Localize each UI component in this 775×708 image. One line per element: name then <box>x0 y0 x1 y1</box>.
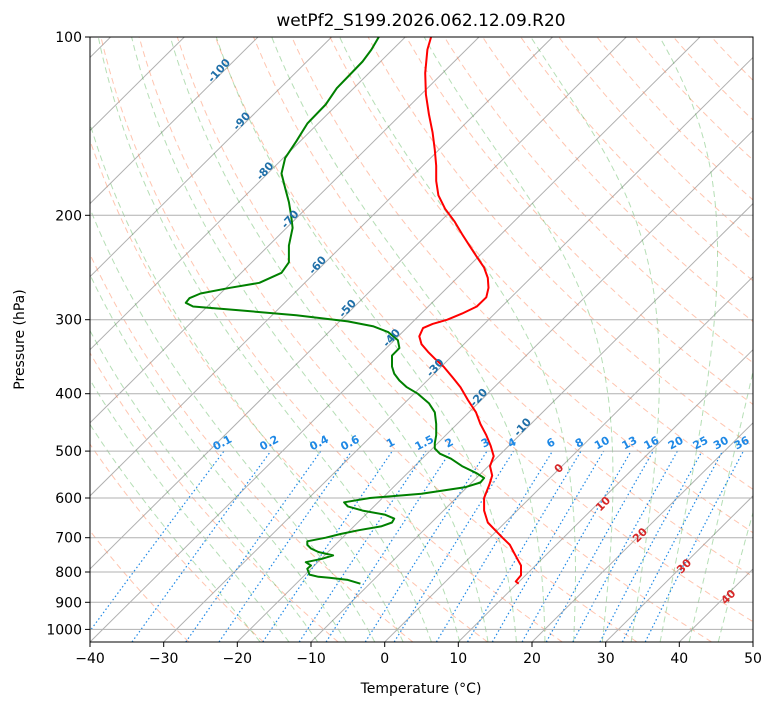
y-tick-label: 400 <box>55 387 82 403</box>
plot-area-background <box>90 37 753 642</box>
mixing-ratio-label: 25 <box>691 434 711 453</box>
isotherm-line <box>90 37 259 205</box>
dry-adiabat-line <box>405 37 753 405</box>
x-tick-label: −30 <box>149 651 179 667</box>
moist-adiabat-line <box>97 37 432 642</box>
dry-adiabat-line <box>90 443 264 642</box>
mixing-ratio-label: 10 <box>592 434 612 453</box>
mixing-ratio-line <box>491 450 605 642</box>
mixing-ratio-line <box>185 450 322 642</box>
y-tick-label: 300 <box>55 313 82 329</box>
mixing-ratio-label: 13 <box>620 434 640 453</box>
mixing-ratio-line <box>298 450 427 642</box>
isotherm-line <box>384 275 753 642</box>
mixing-ratio-label: 20 <box>666 434 686 453</box>
mixing-ratio-line <box>90 450 225 632</box>
isotherm-line <box>310 202 753 642</box>
dry-adiabat-line <box>215 37 753 623</box>
dewpoint-profile-line <box>184 37 486 585</box>
moist-adiabat-line <box>659 37 718 642</box>
pressure-gridlines <box>90 37 753 630</box>
chart-title: wetPf2_S199.2026.062.12.09.R20 <box>276 11 565 31</box>
x-tick-label: 30 <box>597 651 615 667</box>
moist-adiabat-line <box>271 37 546 642</box>
y-tick-label: 200 <box>55 208 82 224</box>
x-tick-label: −20 <box>223 651 253 667</box>
moist-adiabat-line <box>423 37 614 642</box>
x-tick-label: −10 <box>296 651 326 667</box>
mixing-ratio-line <box>599 450 703 642</box>
moist-adiabat-line <box>90 273 347 642</box>
y-tick-label: 700 <box>55 531 82 547</box>
mixing-ratio-line <box>131 450 272 642</box>
y-tick-label: 100 <box>55 30 82 46</box>
x-tick-label: 50 <box>744 651 762 667</box>
isotherm-line <box>90 37 627 570</box>
y-tick-label: 900 <box>55 595 82 611</box>
dry-adiabat-line <box>367 37 753 448</box>
moist-adiabat-line <box>339 37 576 642</box>
moist-adiabat-line <box>530 37 660 642</box>
y-tick-label: 600 <box>55 491 82 507</box>
moist-adiabat-line <box>90 207 376 642</box>
moist-adiabat-line <box>90 423 261 642</box>
moist-adiabat-line <box>169 37 489 642</box>
temperature-profile-line <box>418 37 522 585</box>
isotherm-line <box>90 37 553 497</box>
moist-adiabat-line <box>215 37 517 642</box>
mixing-ratio-line <box>435 450 554 642</box>
moist-adiabat-line <box>90 378 290 642</box>
x-tick-label: 40 <box>670 651 688 667</box>
isotherm-line <box>605 495 753 642</box>
isotherm-line <box>90 37 406 351</box>
y-tick-label: 500 <box>55 444 82 460</box>
isotherm-line <box>90 37 332 278</box>
y-tick-label: 800 <box>55 565 82 581</box>
dry-adiabat-line <box>443 37 753 364</box>
isotherm-line <box>90 37 480 424</box>
plot-frame <box>89 36 754 643</box>
mixing-ratio-line <box>325 450 452 642</box>
mixing-ratio-line <box>572 450 678 642</box>
dry-adiabat-line <box>253 37 753 578</box>
axis-ticks: −40 −30 −20 −10 0 10 20 30 40 50 100 200 300 400 500 60… <box>46 30 762 667</box>
isotherm-line <box>531 422 753 642</box>
isotherm-line <box>236 129 753 642</box>
dry-adiabat-line <box>176 37 712 642</box>
moist-adiabat-line <box>90 329 319 642</box>
mixing-ratio-label: 36 <box>732 434 752 453</box>
y-axis-label: Pressure (hPa) <box>12 289 28 389</box>
dry-adiabat-line <box>520 37 753 282</box>
dry-adiabat-line <box>558 37 753 241</box>
mixing-ratio-line <box>644 450 744 642</box>
x-axis-label: Temperature (°C) <box>360 681 482 697</box>
x-tick-label: 20 <box>523 651 541 667</box>
x-tick-label: 0 <box>380 651 389 667</box>
isotherm-line <box>163 56 753 642</box>
dry-adiabat-line <box>329 37 753 490</box>
x-tick-label: −40 <box>75 651 105 667</box>
moist-adiabat-line <box>90 122 404 642</box>
moist-adiabat-line <box>717 510 753 642</box>
isotherm-line <box>457 349 753 642</box>
dry-adiabat-line <box>138 37 638 642</box>
moist-adiabat-line <box>131 37 461 642</box>
dry-adiabat-line <box>291 37 753 534</box>
moist-adiabat-line <box>688 369 753 642</box>
mixing-ratio-label: 30 <box>711 434 731 453</box>
profile-series <box>184 37 522 585</box>
x-tick-label: 10 <box>449 651 467 667</box>
mixing-ratio-line <box>218 450 353 642</box>
isotherm-line <box>90 37 701 642</box>
dry-adiabat-line <box>90 138 488 642</box>
mixing-ratio-line <box>466 450 582 642</box>
mixing-ratio-line <box>262 450 393 642</box>
dry-adiabat-line <box>90 253 414 642</box>
y-tick-label: 1000 <box>46 622 82 638</box>
mixing-ratio-line <box>621 450 724 642</box>
mixing-ratio-label: 16 <box>642 434 662 453</box>
background-lines <box>90 37 753 642</box>
